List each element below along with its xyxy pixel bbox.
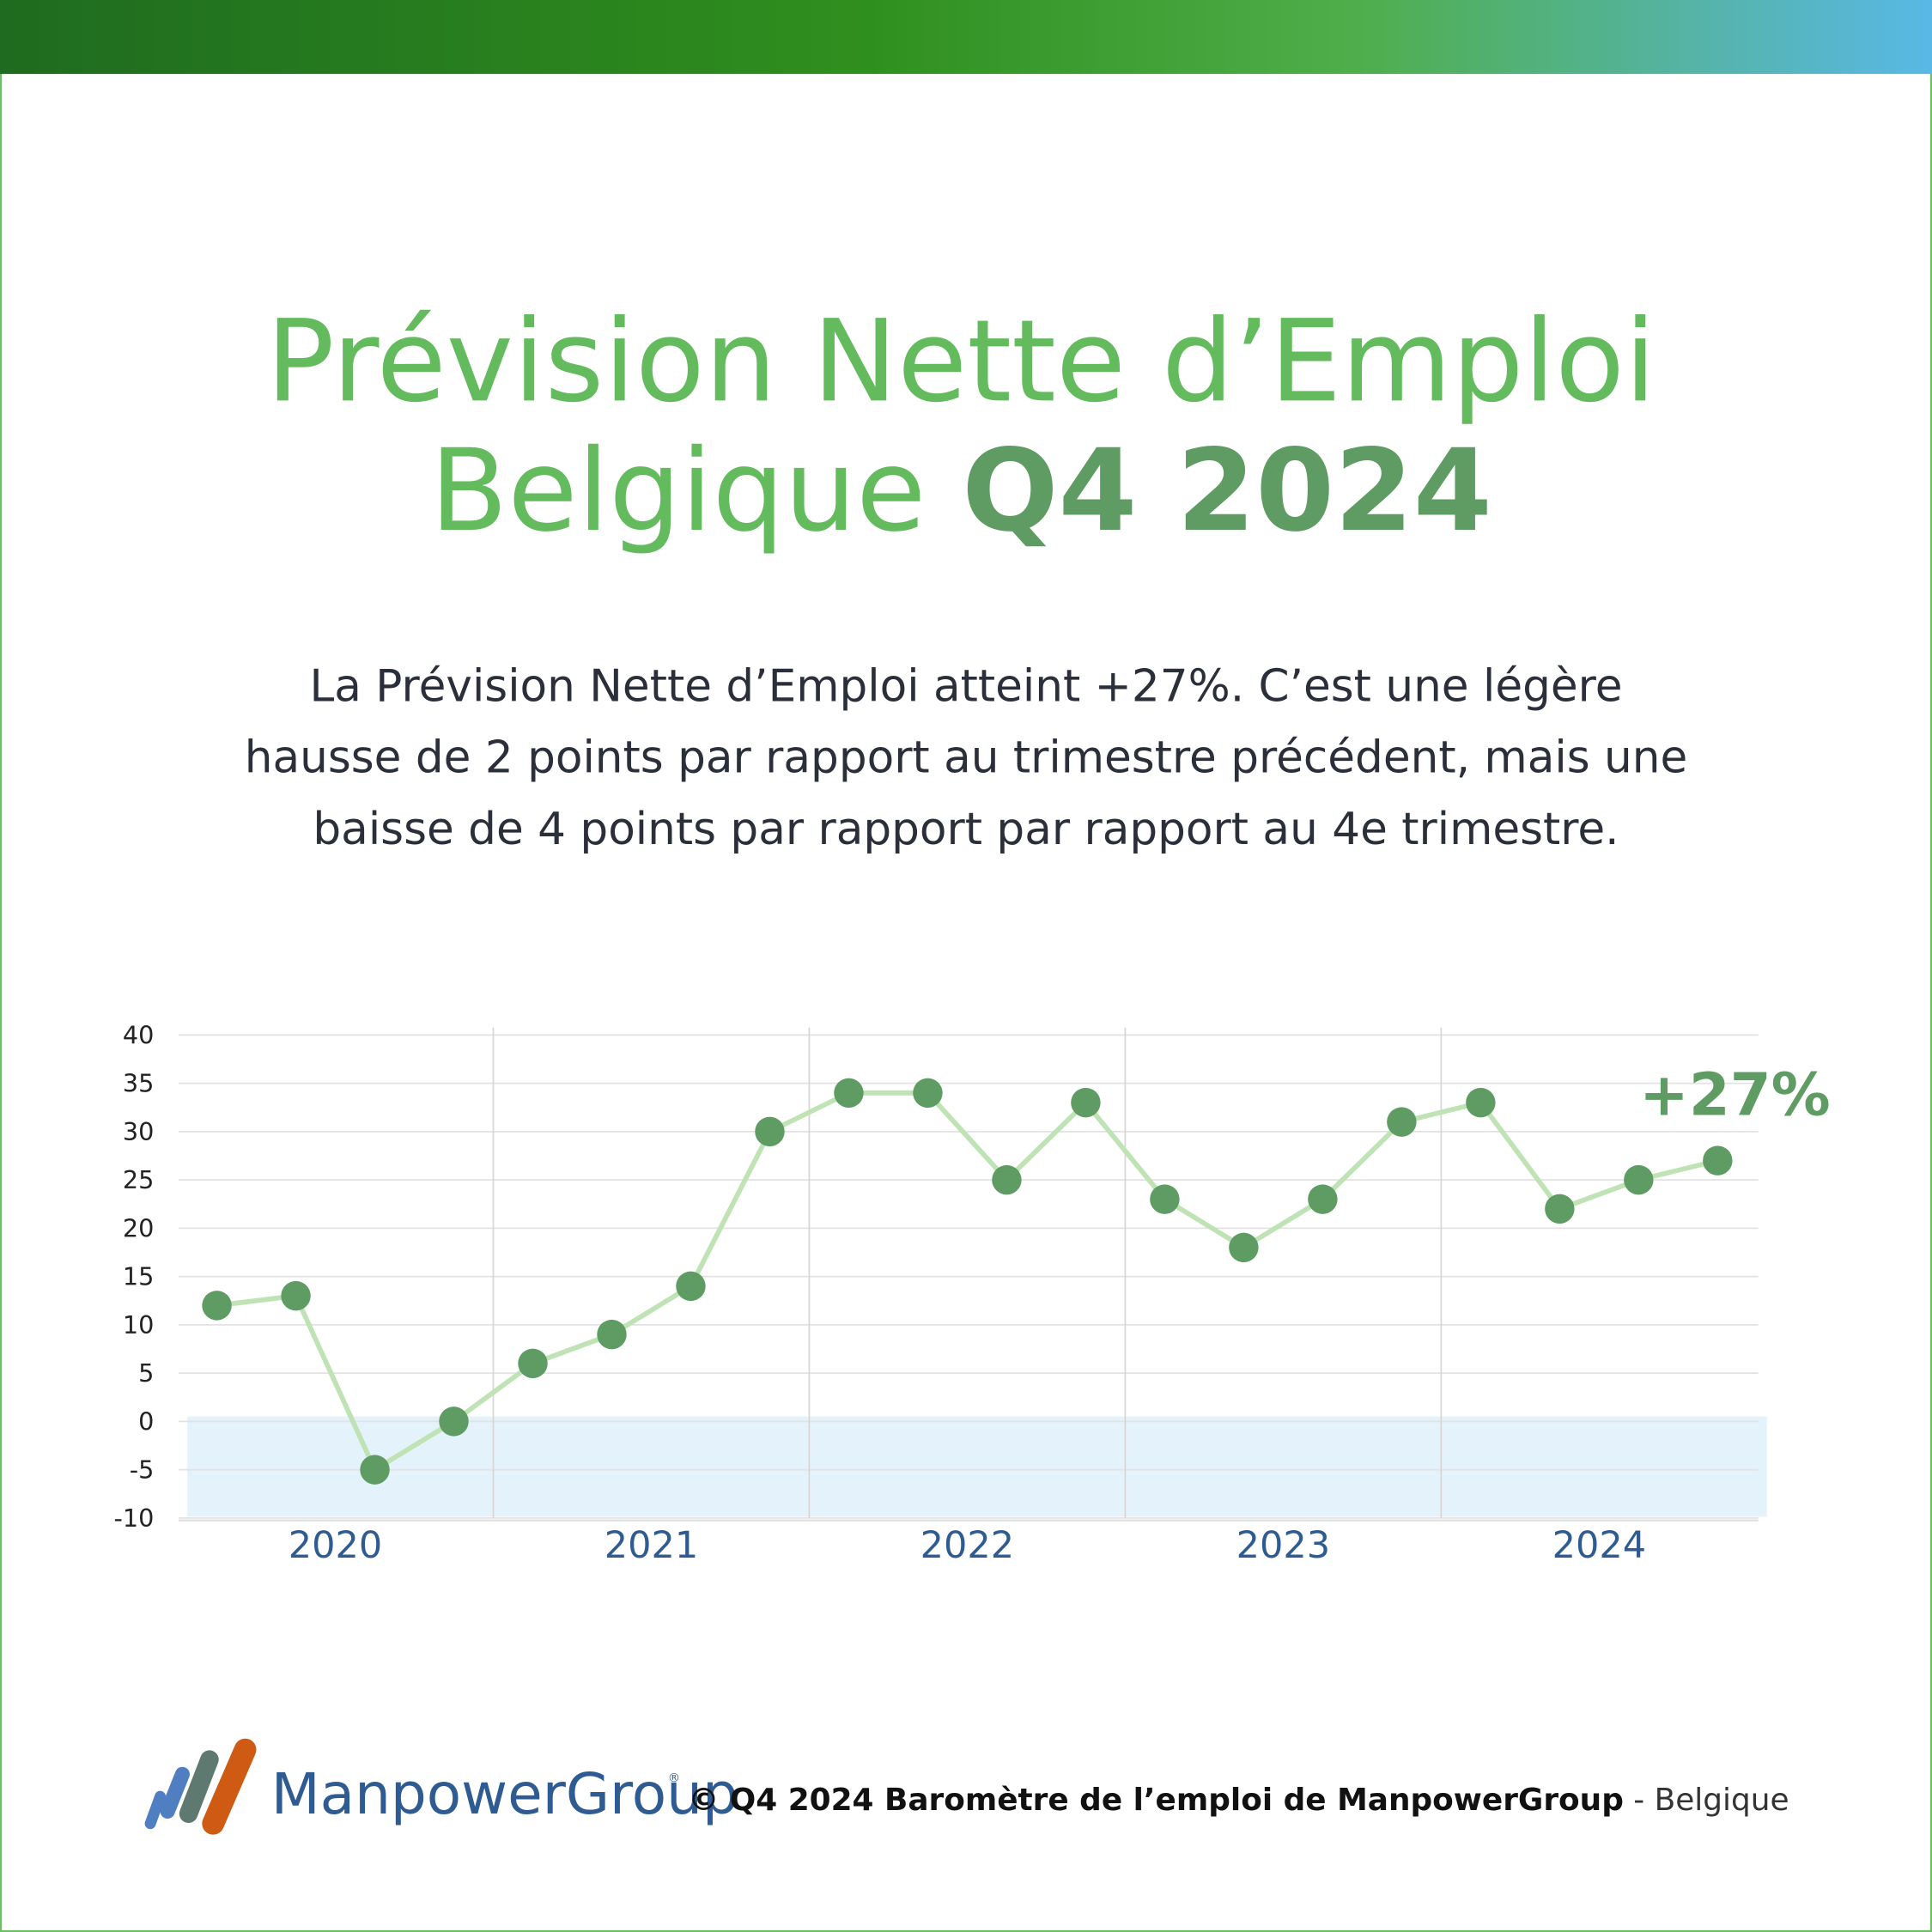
y-tick-label: 40 (123, 1020, 155, 1049)
negative-band (187, 1416, 1767, 1517)
title-line2: Belgique Q4 2024 (430, 425, 1492, 557)
chart: -10 -5 0 5 10 15 20 25 30 35 40 2020 2021 2022 2023 202… (114, 1020, 1831, 1566)
data-point (439, 1406, 469, 1437)
logo-stroke (160, 1766, 190, 1819)
data-point (1150, 1184, 1180, 1214)
data-point (360, 1455, 390, 1485)
logo-stroke (144, 1790, 167, 1830)
source-bold: © Q4 2024 Baromètre de l’emploi de Manpo… (688, 1783, 1623, 1818)
data-point (676, 1271, 706, 1302)
data-point (202, 1291, 232, 1321)
body-line: baisse de 4 points par rapport par rappo… (313, 804, 1619, 855)
y-tick-label: 5 (138, 1358, 154, 1388)
data-point (1229, 1232, 1259, 1263)
logo-text: ManpowerGroup (271, 1761, 738, 1827)
source: © Q4 2024 Baromètre de l’emploi de Manpo… (688, 1783, 1789, 1818)
logo-stroke (202, 1738, 257, 1835)
x-tick-label: 2020 (289, 1524, 383, 1567)
y-tick-label: 0 (138, 1406, 154, 1436)
y-tick-label: 15 (123, 1262, 155, 1291)
x-tick-label: 2022 (920, 1524, 1015, 1567)
title-region: Belgique (430, 425, 927, 557)
data-point (1545, 1194, 1575, 1224)
data-point (1466, 1087, 1496, 1118)
data-point (597, 1319, 627, 1350)
data-point (1703, 1145, 1733, 1176)
title-line1: Prévision Nette d’Emploi (266, 295, 1656, 428)
data-point (518, 1348, 548, 1379)
data-point (1308, 1184, 1338, 1214)
data-point (834, 1078, 864, 1109)
y-tick-label: 25 (123, 1165, 155, 1194)
x-tick-label: 2021 (605, 1524, 699, 1567)
body-line: La Prévision Nette d’Emploi atteint +27%… (309, 660, 1622, 712)
data-point (281, 1280, 311, 1311)
data-point (1387, 1107, 1417, 1137)
data-point (992, 1164, 1022, 1195)
logo-stroke (179, 1750, 219, 1824)
data-point (1071, 1087, 1101, 1118)
data-point (1624, 1164, 1654, 1195)
data-point (755, 1116, 785, 1147)
title-quarter: Q4 2024 (962, 425, 1492, 557)
logo-registered: ® (668, 1771, 680, 1785)
x-tick-label: 2024 (1552, 1524, 1647, 1567)
y-tick-label: -10 (114, 1504, 155, 1533)
y-tick-label: 35 (123, 1069, 155, 1098)
logo: ManpowerGroup ® (144, 1738, 738, 1835)
data-point (913, 1078, 943, 1109)
source-rest: - Belgique (1624, 1783, 1789, 1818)
data-label: +27% (1639, 1061, 1831, 1130)
y-tick-label: 20 (123, 1213, 155, 1242)
y-tick-label: -5 (130, 1455, 155, 1485)
x-tick-label: 2023 (1236, 1524, 1331, 1567)
y-tick-label: 10 (123, 1310, 155, 1340)
top-banner (0, 0, 1932, 75)
y-tick-label: 30 (123, 1117, 155, 1146)
body-line: hausse de 2 points par rapport au trimes… (245, 732, 1688, 784)
